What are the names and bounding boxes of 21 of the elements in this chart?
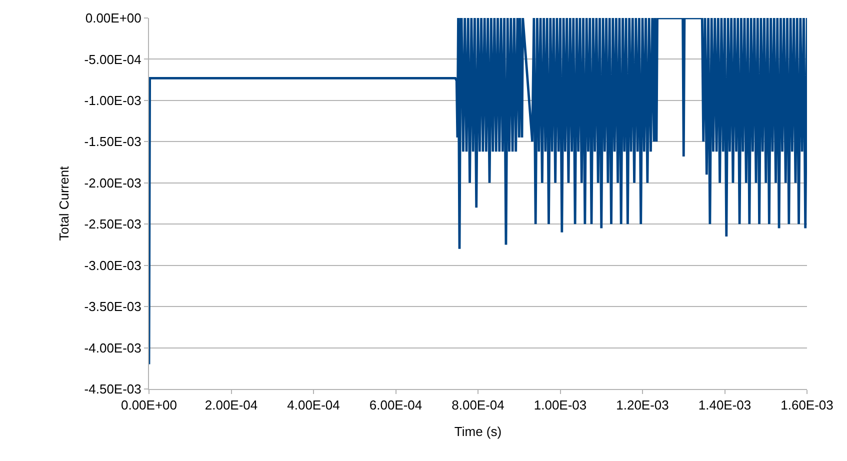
x-tick-label: 2.00E-04 <box>204 398 258 413</box>
y-tick-label: -2.50E-03 <box>84 216 142 232</box>
y-tick-label: -1.00E-03 <box>84 92 142 108</box>
y-tick-label: 0.00E+00 <box>85 10 142 26</box>
y-tick-label: -1.50E-03 <box>84 134 142 150</box>
x-tick-label: 1.40E-03 <box>698 398 752 413</box>
y-tick-label: -4.00E-03 <box>84 340 142 356</box>
x-tick-label: 6.00E-04 <box>369 398 422 413</box>
y-tick-label: -3.00E-03 <box>84 258 142 273</box>
x-tick-label: 4.00E-04 <box>287 398 340 413</box>
y-tick-label: -2.00E-03 <box>84 175 142 190</box>
x-tick-label: 1.60E-03 <box>780 398 834 413</box>
x-axis-title: Time (s) <box>454 424 502 440</box>
y-axis-title: Total Current <box>56 166 72 241</box>
x-tick-label: 1.00E-03 <box>534 398 587 413</box>
y-tick-label: -4.50E-03 <box>84 382 142 397</box>
x-tick-label: 0.00E+00 <box>120 398 178 413</box>
x-tick-label: 8.00E-04 <box>452 398 504 413</box>
y-tick-label: -5.00E-04 <box>84 52 142 67</box>
y-tick-label: -3.50E-03 <box>84 299 142 314</box>
x-tick-label: 1.20E-03 <box>616 398 669 413</box>
